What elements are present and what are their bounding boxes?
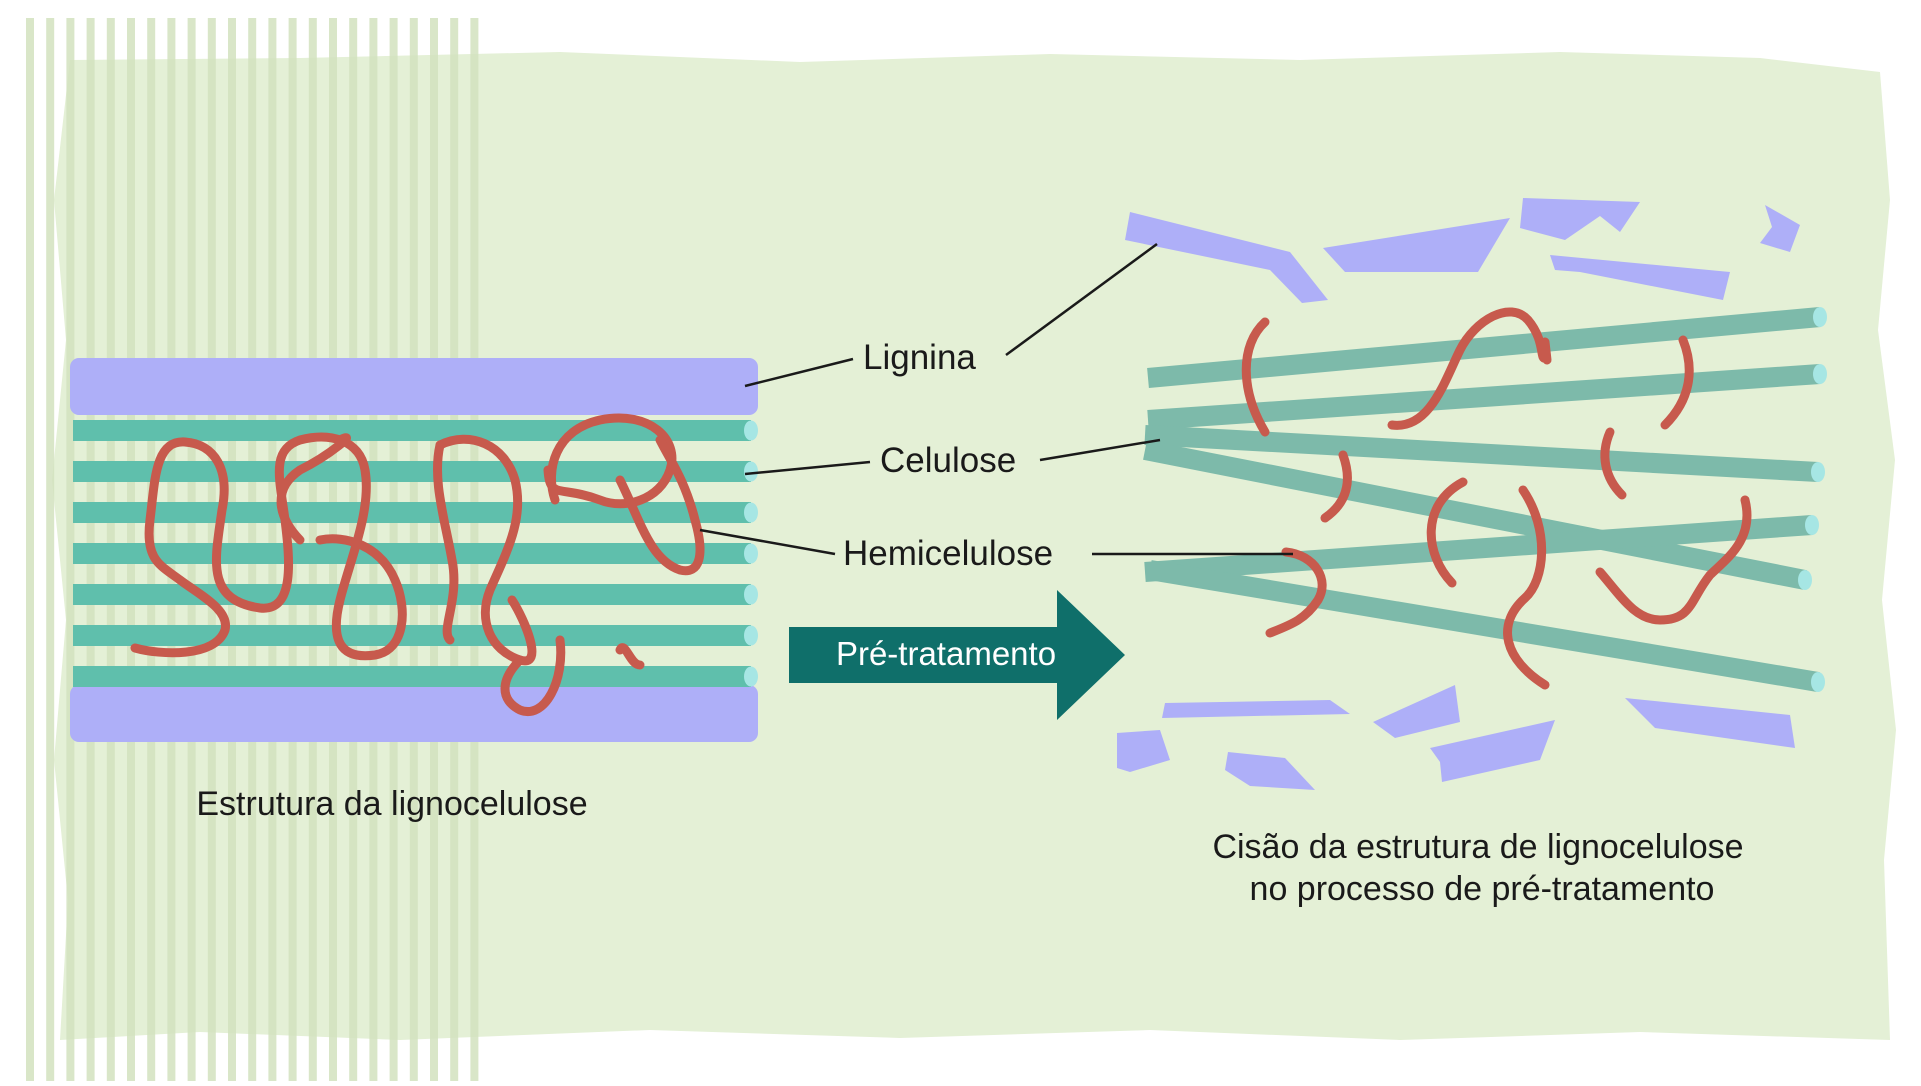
- lignin-fragment: [1225, 752, 1315, 790]
- cellulose-fiber: [73, 543, 751, 564]
- hemicellulose-fragment: [1265, 547, 1327, 638]
- hemicellulose-strand: [435, 434, 537, 666]
- cellulose-fiber: [73, 625, 751, 646]
- hemicellulose-fragment: [1387, 307, 1550, 430]
- lignin-fragment: [1373, 685, 1460, 738]
- lignin-fragment: [1323, 218, 1510, 272]
- intact-structure: [70, 358, 758, 742]
- leader-celulose-left: [744, 460, 871, 476]
- hemicellulose-fragments: [1241, 307, 1752, 690]
- cellulose-fiber-end: [744, 420, 758, 441]
- hemicellulose-intact: [130, 413, 705, 716]
- lignin-fragment: [1520, 198, 1640, 240]
- cellulose-fiber: [1144, 515, 1813, 582]
- cellulose-fibers-loose: [1143, 307, 1827, 692]
- leader-lines: [699, 242, 1293, 556]
- hemicellulose-strand: [130, 432, 407, 661]
- lignin-fragment: [1117, 730, 1170, 772]
- leader-lignina-right: [1005, 242, 1158, 357]
- lignin-fragment: [1125, 212, 1328, 303]
- caption-left: Estrutura da lignocelulose: [196, 785, 587, 823]
- cellulose-fiber: [1147, 307, 1821, 388]
- hemicellulose-strand: [500, 635, 566, 716]
- background-sheet: [52, 52, 1896, 1040]
- cellulose-fiber: [73, 584, 751, 605]
- label-hemicelulose: Hemicelulose: [843, 534, 1053, 573]
- hemicellulose-strand: [615, 435, 705, 576]
- cellulose-fiber-end: [1813, 364, 1827, 384]
- hemicellulose-strand: [276, 433, 351, 545]
- cellulose-fiber: [73, 666, 751, 687]
- arrow-shape: [789, 590, 1125, 720]
- label-celulose: Celulose: [880, 441, 1016, 480]
- lignin-fragment: [1760, 205, 1800, 252]
- hemicellulose-fragment: [1320, 450, 1352, 523]
- cellulose-fiber-end: [1811, 462, 1825, 482]
- stripe: [66, 18, 75, 1086]
- cellulose-fiber: [1147, 364, 1821, 430]
- stripe: [26, 18, 34, 1086]
- pretreatment-arrow: Pré-tratamento: [789, 590, 1125, 720]
- cellulose-fiber-end: [744, 625, 758, 646]
- hemicellulose-fragment: [1241, 317, 1270, 437]
- caption-right-line1: Cisão da estrutura de lignocelulose: [1212, 828, 1743, 866]
- cellulose-fiber: [73, 502, 751, 523]
- lignin-layer-bottom: [70, 685, 758, 742]
- cellulose-fiber-end: [1811, 672, 1825, 692]
- cellulose-fiber: [1148, 560, 1820, 692]
- leader-hemicelulose-left: [699, 528, 836, 556]
- lignin-fragment: [1162, 700, 1350, 718]
- leader-celulose-right: [1039, 438, 1161, 462]
- hemicellulose-fragment: [1426, 477, 1468, 588]
- arrow-label: Pré-tratamento: [836, 635, 1056, 672]
- cellulose-fiber-end: [1813, 307, 1827, 327]
- hemicellulose-fragment: [1660, 335, 1694, 430]
- cellulose-fiber-end: [744, 502, 758, 523]
- cellulose-fiber: [73, 461, 751, 482]
- cellulose-fiber-end: [744, 584, 758, 605]
- cellulose-fiber-end: [744, 666, 758, 687]
- cellulose-fiber-end: [1798, 570, 1812, 590]
- caption-right-line2: no processo de pré-tratamento: [1250, 870, 1715, 908]
- lignin-layer-top: [70, 358, 758, 415]
- broken-structure: [1117, 198, 1827, 790]
- lignin-fragments: [1117, 198, 1800, 790]
- stripe: [46, 18, 55, 1086]
- cellulose-fiber-end: [744, 543, 758, 564]
- hemicellulose-fragment: [1503, 485, 1550, 690]
- hemicellulose-strand: [433, 440, 459, 645]
- hemicellulose-fragment: [1600, 427, 1627, 500]
- cellulose-fiber-end: [1805, 515, 1819, 535]
- cellulose-fiber: [1144, 425, 1819, 482]
- cellulose-fiber: [1143, 440, 1807, 590]
- hemicellulose-fragment: [1595, 495, 1752, 625]
- lignin-fragment: [1625, 698, 1795, 748]
- hemicellulose-strand: [615, 643, 645, 670]
- lignin-fragment: [1430, 720, 1555, 782]
- hemicellulose-fragment: [1540, 337, 1552, 365]
- lignin-fragment: [1550, 255, 1730, 300]
- cellulose-fiber-end: [744, 461, 758, 482]
- label-lignina: Lignina: [863, 338, 976, 377]
- leader-lignina-left: [744, 357, 854, 388]
